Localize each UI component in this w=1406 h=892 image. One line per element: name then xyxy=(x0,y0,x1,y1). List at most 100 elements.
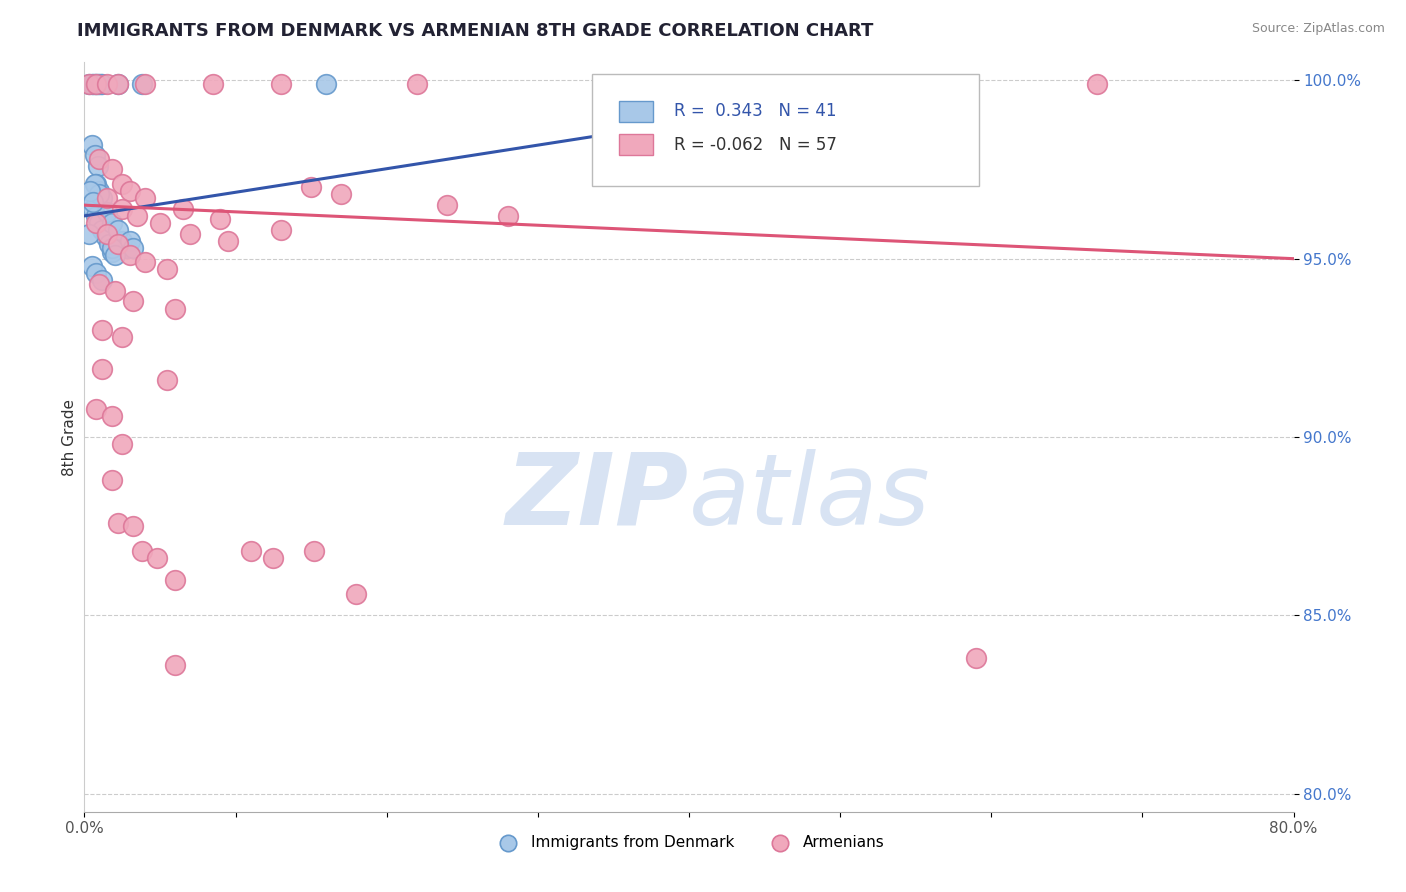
Point xyxy=(89,152,111,166)
Point xyxy=(97,237,120,252)
Point xyxy=(86,209,108,223)
Point xyxy=(84,177,107,191)
Text: R =  0.343   N = 41: R = 0.343 N = 41 xyxy=(675,103,837,120)
Point xyxy=(107,77,129,91)
Point xyxy=(86,77,108,91)
Point xyxy=(217,234,239,248)
Point xyxy=(121,519,143,533)
Point xyxy=(100,216,122,230)
Point xyxy=(84,77,107,91)
Point xyxy=(179,227,201,241)
Text: R = -0.062   N = 57: R = -0.062 N = 57 xyxy=(675,136,838,153)
Point xyxy=(82,202,104,216)
Point xyxy=(270,77,292,91)
Point xyxy=(121,294,143,309)
Point xyxy=(100,244,122,259)
Point xyxy=(149,216,172,230)
Point xyxy=(91,191,114,205)
Point xyxy=(89,277,111,291)
Point xyxy=(91,77,114,91)
Point xyxy=(91,362,114,376)
Point xyxy=(82,77,104,91)
Point xyxy=(134,255,156,269)
Point xyxy=(107,223,129,237)
Point xyxy=(134,77,156,91)
Point xyxy=(96,191,118,205)
Point xyxy=(1085,77,1108,91)
Point xyxy=(118,234,141,248)
Point xyxy=(118,248,141,262)
Point xyxy=(89,77,111,91)
Point xyxy=(965,651,987,665)
Point xyxy=(100,241,122,255)
Point xyxy=(107,77,129,91)
FancyBboxPatch shape xyxy=(592,74,979,186)
Point xyxy=(86,216,108,230)
Point xyxy=(100,409,122,423)
Point xyxy=(131,77,153,91)
Point xyxy=(84,148,107,162)
Point xyxy=(89,216,111,230)
Y-axis label: 8th Grade: 8th Grade xyxy=(62,399,77,475)
Point xyxy=(80,137,103,152)
Point xyxy=(79,184,101,198)
Point xyxy=(270,223,292,237)
Point xyxy=(118,184,141,198)
Legend: Immigrants from Denmark, Armenians: Immigrants from Denmark, Armenians xyxy=(486,830,891,856)
Point xyxy=(107,516,129,530)
Point xyxy=(496,209,519,223)
Point xyxy=(86,266,108,280)
Point xyxy=(111,177,134,191)
Text: Source: ZipAtlas.com: Source: ZipAtlas.com xyxy=(1251,22,1385,36)
Point xyxy=(91,273,114,287)
Point xyxy=(115,241,138,255)
Point xyxy=(111,437,134,451)
Point xyxy=(96,77,118,91)
Point xyxy=(86,177,108,191)
Point xyxy=(100,162,122,177)
Point xyxy=(94,230,117,244)
Point xyxy=(172,202,194,216)
Point xyxy=(146,551,169,566)
Text: atlas: atlas xyxy=(689,449,931,546)
Point xyxy=(100,473,122,487)
Bar xyxy=(619,101,652,121)
Point xyxy=(127,209,149,223)
Text: IMMIGRANTS FROM DENMARK VS ARMENIAN 8TH GRADE CORRELATION CHART: IMMIGRANTS FROM DENMARK VS ARMENIAN 8TH … xyxy=(77,22,873,40)
Point xyxy=(330,187,353,202)
Point xyxy=(91,323,114,337)
Point xyxy=(90,77,112,91)
Point xyxy=(111,234,134,248)
Point xyxy=(104,284,127,298)
Point xyxy=(111,330,134,344)
Point xyxy=(111,202,134,216)
Point xyxy=(262,551,284,566)
Bar xyxy=(619,135,652,155)
Point xyxy=(89,187,111,202)
Point xyxy=(156,373,179,387)
Point xyxy=(209,212,232,227)
Point xyxy=(165,658,187,673)
Point xyxy=(406,77,429,91)
Point xyxy=(87,77,110,91)
Point xyxy=(315,77,337,91)
Point xyxy=(165,301,187,316)
Point xyxy=(346,587,368,601)
Point xyxy=(91,223,114,237)
Point xyxy=(77,77,100,91)
Point xyxy=(104,248,127,262)
Point xyxy=(82,194,104,209)
Point xyxy=(86,401,108,416)
Point xyxy=(87,159,110,173)
Point xyxy=(201,77,224,91)
Point xyxy=(80,77,103,91)
Point xyxy=(156,262,179,277)
Point xyxy=(77,77,100,91)
Point xyxy=(239,544,262,558)
Point xyxy=(96,205,118,219)
Point xyxy=(89,184,111,198)
Point xyxy=(121,241,143,255)
Point xyxy=(134,191,156,205)
Point xyxy=(436,198,458,212)
Point xyxy=(302,544,325,558)
